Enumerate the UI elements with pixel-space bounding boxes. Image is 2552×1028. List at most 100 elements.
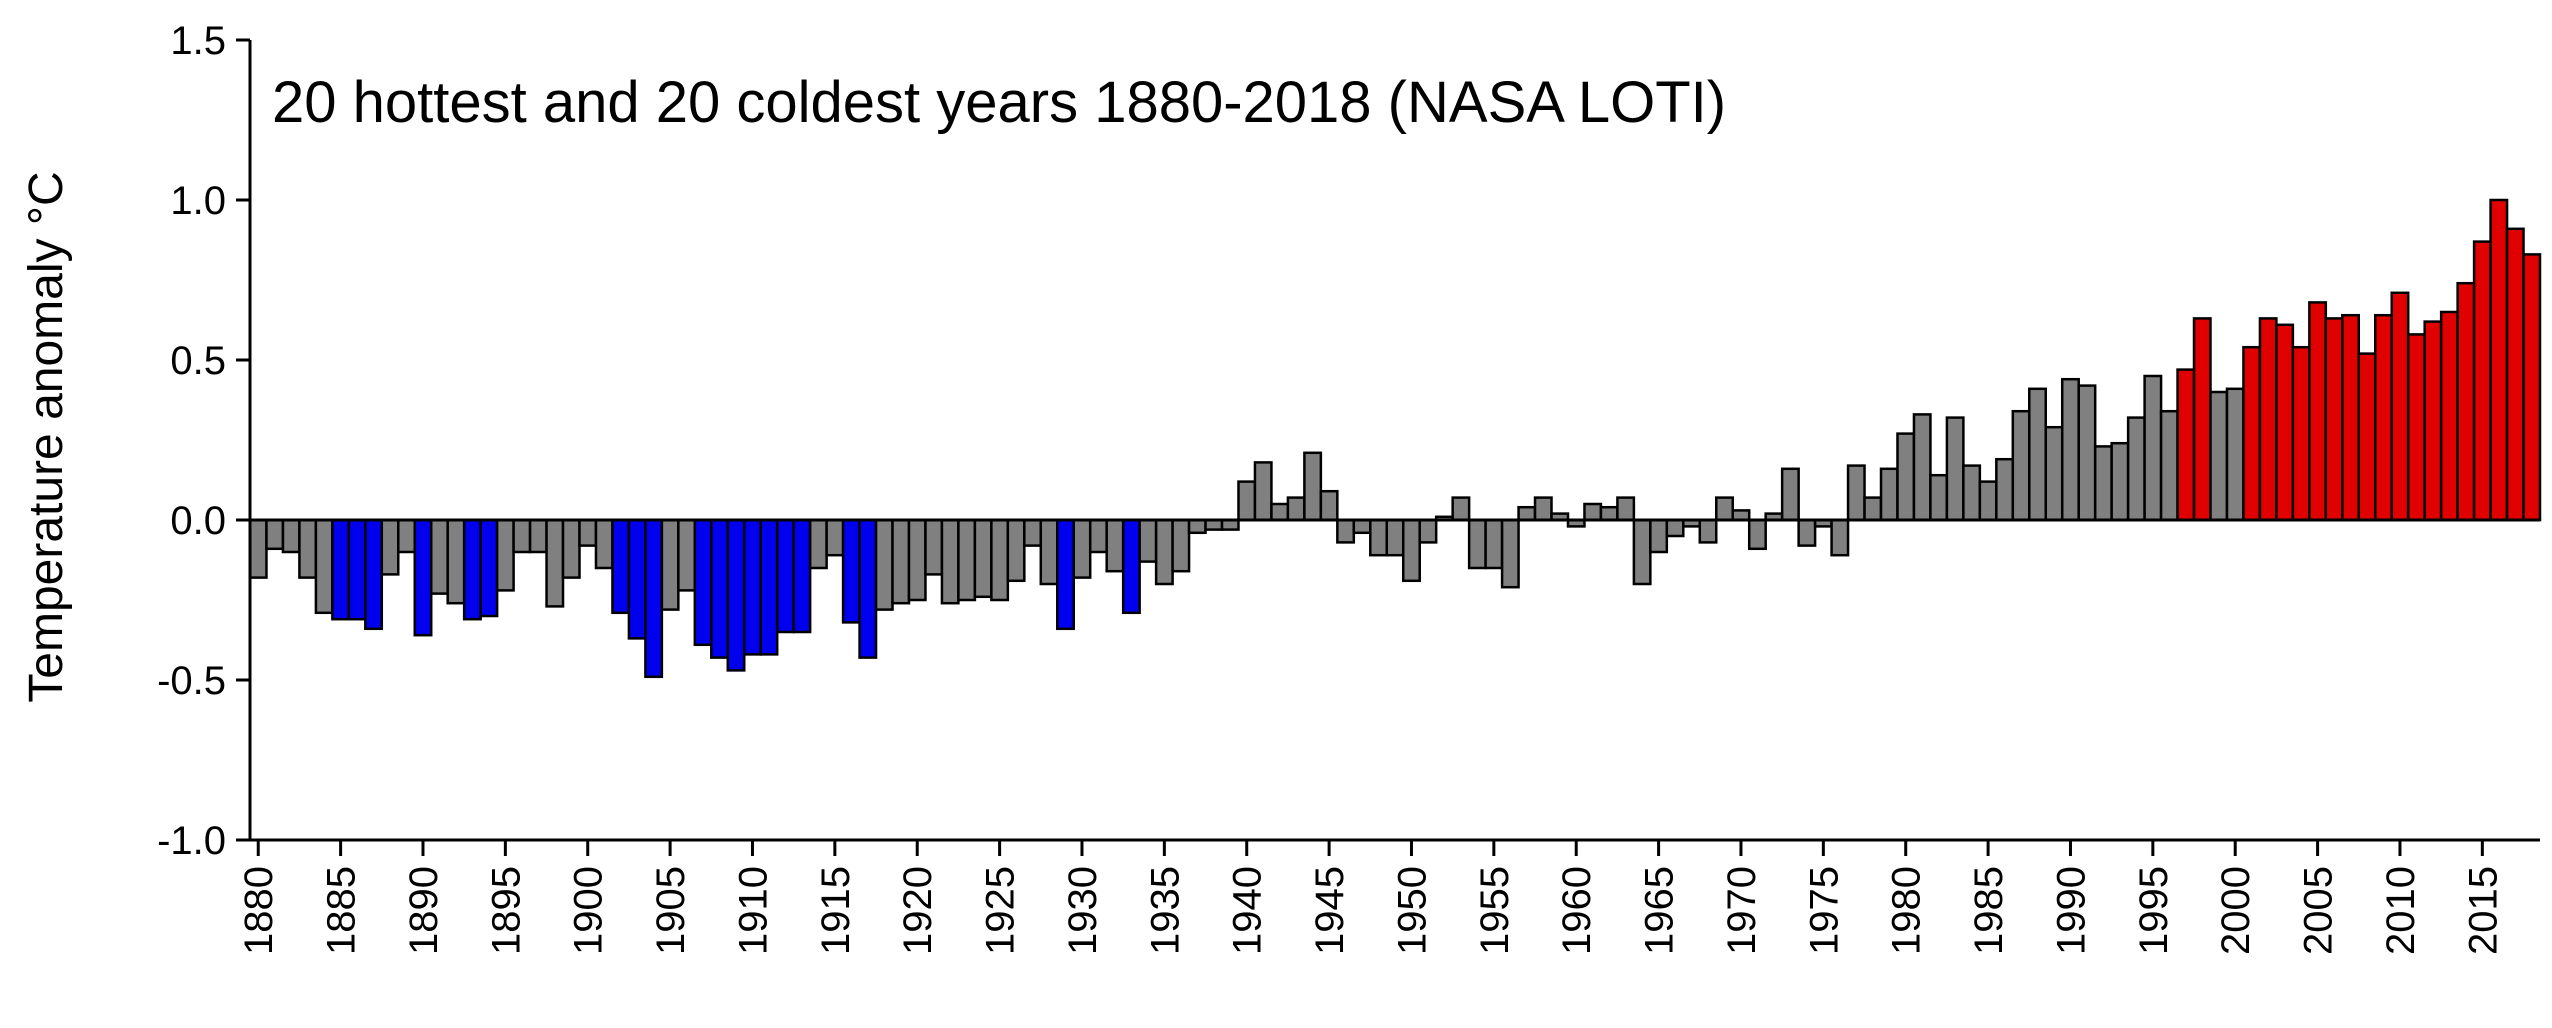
bar-1896 [512,518,532,554]
bar-1984 [1962,464,1982,522]
bar-1916 [841,518,861,624]
bar-1949 [1385,518,1405,557]
y-tick-label: -0.5 [157,659,226,703]
bar-1983 [1945,416,1965,522]
bar-1979 [1879,467,1899,522]
bar-1988 [2028,387,2048,522]
bar-2010 [2390,291,2410,522]
bar-1996 [2159,409,2179,522]
x-tick-label: 1945 [1308,866,1352,955]
bar-1903 [627,518,647,640]
bar-1924 [973,518,993,599]
bar-1942 [1270,502,1290,522]
bar-1880 [248,518,268,579]
bar-1954 [1467,518,1487,570]
bar-2012 [2423,320,2443,522]
bar-2009 [2374,313,2393,522]
bar-1881 [265,518,285,551]
x-tick-label: 1910 [731,866,775,955]
x-tick-label: 1920 [896,866,940,955]
bar-1925 [990,518,1010,602]
x-tick-label: 1980 [1885,866,1929,955]
bar-2006 [2324,317,2344,522]
x-tick-label: 1950 [1390,866,1434,955]
bar-1897 [528,518,548,554]
bar-1995 [2143,374,2163,522]
bar-1992 [2093,445,2113,522]
x-axis-ticks: 1880 1885 1890 1895 1900 1905 1910 1915 1920 1925… [237,840,2505,955]
bar-1919 [891,518,911,605]
bar-2007 [2341,313,2361,522]
bar-1974 [1797,518,1817,547]
bar-1991 [2077,384,2097,522]
bar-1915 [825,518,845,557]
bar-1987 [2011,409,2031,522]
bar-1940 [1237,480,1257,522]
x-tick-label: 1905 [649,866,693,955]
x-tick-label: 1895 [484,866,528,955]
bar-1889 [397,518,416,554]
bar-1946 [1336,518,1356,544]
bar-1892 [446,518,466,605]
bar-1918 [874,518,894,611]
x-tick-label: 1915 [814,866,858,955]
y-tick-label: 0.5 [170,339,226,383]
x-tick-label: 1925 [979,866,1023,955]
bar-1899 [561,518,581,579]
x-tick-label: 2010 [2379,866,2423,955]
bar-1891 [429,518,449,595]
bar-1898 [545,518,565,608]
bar-1998 [2192,317,2212,522]
bar-2003 [2275,323,2295,522]
bar-1990 [2060,377,2080,522]
bar-1923 [957,518,977,602]
y-tick-label: 1.0 [170,179,226,223]
bar-1973 [1780,467,1800,522]
bar-1906 [677,518,697,592]
bar-2013 [2439,310,2459,522]
x-tick-label: 1985 [1967,866,2011,955]
x-tick-label: 1900 [567,866,611,955]
bar-1909 [726,518,746,672]
bar-2004 [2291,345,2311,522]
bar-1969 [1715,496,1734,522]
bar-1937 [1187,518,1207,535]
bar-1956 [1500,518,1520,589]
bar-1917 [858,518,878,659]
bar-2014 [2456,281,2476,522]
bar-2018 [2522,253,2542,522]
bar-1997 [2176,368,2196,522]
x-tick-label: 1955 [1473,866,1517,955]
bar-2016 [2489,198,2509,522]
x-tick-label: 2005 [2297,866,2341,955]
bar-1958 [1533,496,1553,522]
x-tick-label: 1990 [2049,866,2093,955]
bar-1908 [710,518,730,659]
bar-1957 [1517,505,1537,522]
bar-1933 [1121,518,1141,615]
bar-1926 [1006,518,1026,583]
bar-1941 [1253,461,1273,522]
x-tick-label: 1975 [1802,866,1846,955]
bar-1920 [907,518,927,602]
bar-1894 [479,518,499,618]
bar-1976 [1830,518,1850,557]
bar-1968 [1698,518,1718,544]
x-tick-label: 2000 [2214,866,2258,955]
bar-1936 [1171,518,1191,573]
bar-1951 [1418,518,1438,544]
bar-1978 [1863,496,1883,522]
bar-1911 [759,518,779,656]
bar-1985 [1978,480,1998,522]
bar-1904 [644,518,664,679]
bar-1914 [808,518,828,570]
bars-group [248,198,2542,679]
bar-1961 [1583,502,1603,522]
bar-1948 [1369,518,1389,557]
bar-2001 [2242,345,2262,522]
x-tick-label: 1935 [1143,866,1187,955]
y-axis-title: Temperature anomaly °C [20,171,73,702]
bar-1993 [2110,441,2130,522]
bar-1932 [1105,518,1125,573]
